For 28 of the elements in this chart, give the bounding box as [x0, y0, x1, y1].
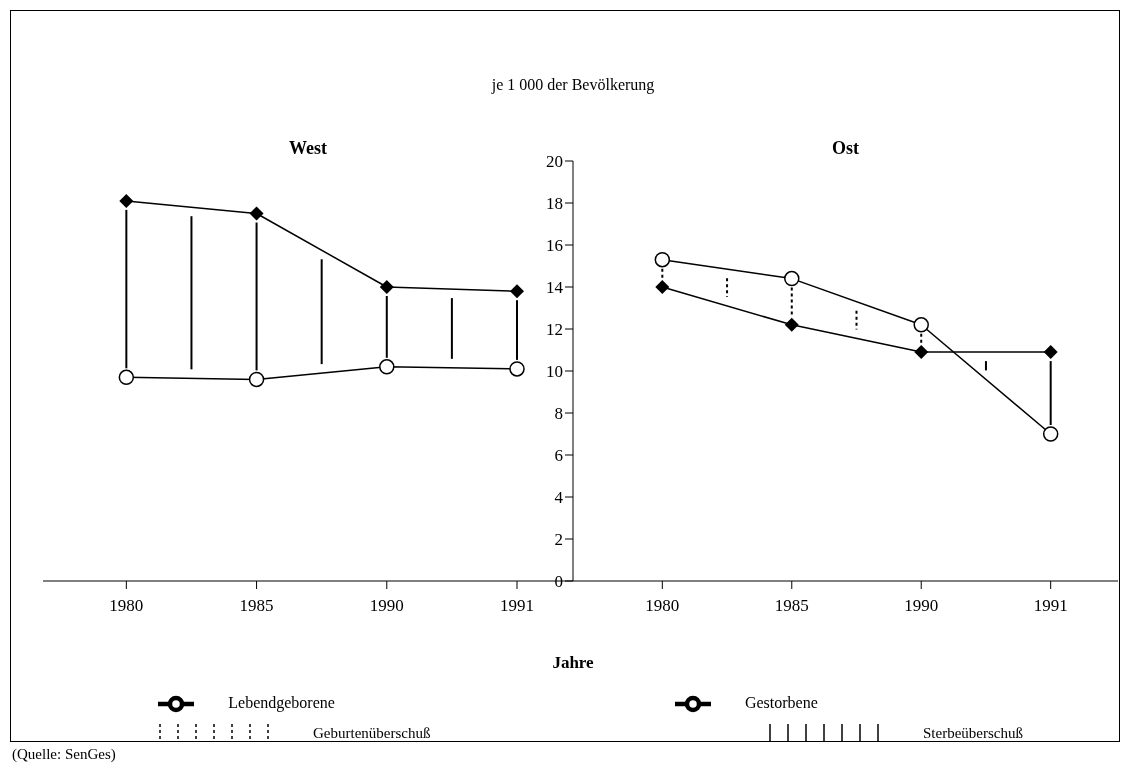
- y-axis-title: je 1 000 der Bevölkerung: [490, 76, 656, 94]
- y-tick-label: 6: [554, 446, 563, 466]
- x-tick-label: 1980: [645, 596, 680, 616]
- x-tick-label: 1985: [774, 596, 809, 616]
- legend-label: Gestorbene: [744, 693, 818, 711]
- y-tick-label: 18: [546, 194, 563, 214]
- text: (Quelle: SenGes): [12, 746, 116, 763]
- y-tick-label: 20: [546, 152, 563, 172]
- y-tick-label: 2: [554, 530, 563, 550]
- chart-title: West: [289, 138, 327, 158]
- x-tick-label: 1991: [1033, 596, 1068, 616]
- y-tick-label: 4: [554, 488, 564, 508]
- y-tick-label: 0: [554, 572, 563, 592]
- x-axis-title: Jahre: [551, 653, 595, 673]
- x-tick-label: 1990: [369, 596, 404, 616]
- chart-title: Ost: [831, 138, 860, 159]
- x-tick-label: 1985: [239, 596, 274, 616]
- text: Sterbeüberschuß: [923, 724, 1023, 742]
- x-tick-label: 1991: [500, 596, 534, 616]
- y-tick-label: 14: [546, 278, 564, 298]
- y-tick-label: 16: [546, 236, 563, 256]
- legend-label: Lebendgeborene: [228, 693, 335, 711]
- y-tick-label: 8: [554, 404, 563, 424]
- x-tick-label: 1980: [109, 596, 144, 616]
- y-tick-label: 10: [546, 362, 563, 382]
- x-tick-label: 1990: [904, 596, 939, 616]
- y-tick-label: 12: [546, 320, 563, 340]
- text: Geburtenüberschuß: [313, 724, 431, 742]
